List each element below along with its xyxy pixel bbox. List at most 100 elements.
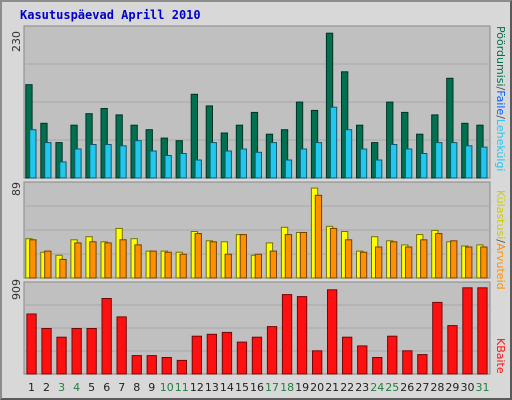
bar-middle-series2-day-24 (375, 246, 383, 279)
legend-bottom: KBaite (494, 338, 507, 374)
bar-middle-series2-day-14 (224, 253, 232, 279)
bar-top-series1-day-25 (386, 101, 394, 179)
bar-middle-series2-day-11 (179, 253, 187, 279)
bar-top-series2-day-21 (329, 106, 338, 179)
bar-middle-series2-day-9 (149, 250, 157, 279)
x-axis-labels: 1 2 3 4 5 6 7 8 9 10 11 12 13 14 15 16 17 18 19 20 21 22 23 24 2… (28, 381, 490, 394)
bar-top-series2-day-28 (435, 142, 443, 179)
bar-middle-series2-day-28 (435, 233, 443, 279)
bar-bottom-series1-day-3 (56, 336, 67, 375)
bar-bottom-series1-day-1 (26, 313, 37, 375)
day-label: 9 (148, 381, 155, 394)
day-label: 2 (43, 381, 50, 394)
legend-visits: Kül (494, 190, 507, 207)
bar-bottom-series1-day-26 (402, 350, 413, 375)
bar-top-series2-day-1 (29, 129, 37, 179)
bar-middle-series2-day-23 (359, 251, 368, 279)
bar-bottom-series1-day-13 (206, 333, 217, 375)
bar-middle-series2-day-12 (194, 233, 202, 279)
bar-middle-series2-day-7 (119, 239, 127, 279)
bar-middle-series2-day-17 (269, 250, 278, 279)
bar-bottom-series1-day-8 (131, 355, 142, 375)
day-label: 18 (280, 381, 294, 394)
day-label: 28 (430, 381, 444, 394)
day-label: 22 (340, 381, 354, 394)
bar-top-series2-day-23 (359, 148, 368, 179)
bar-middle-series2-day-3 (59, 258, 67, 279)
bar-top-series2-day-29 (450, 142, 458, 179)
bar-bottom-series1-day-7 (116, 316, 127, 375)
bar-top-series1-day-6 (100, 108, 108, 179)
bar-top-series2-day-31 (480, 146, 488, 179)
bar-bottom-series1-day-5 (86, 328, 97, 375)
bar-top-series1-day-13 (205, 105, 213, 179)
bar-top-series2-day-24 (375, 159, 383, 179)
bar-top-series2-day-17 (269, 142, 278, 179)
day-label: 14 (220, 381, 234, 394)
bar-top-series2-day-11 (179, 153, 187, 179)
bar-top-series1-day-21 (325, 32, 334, 179)
bar-top-series1-day-3 (55, 142, 63, 179)
bar-middle-series2-day-31 (480, 246, 488, 279)
bar-top-series2-day-9 (149, 150, 157, 179)
bar-bottom-series1-day-19 (296, 296, 308, 375)
day-label: 7 (118, 381, 125, 394)
legend-visits-suffix: astusi (494, 206, 507, 240)
day-label: 24 (370, 381, 384, 394)
legend-pages: Lehekülgi (494, 118, 507, 172)
day-label: 20 (310, 381, 324, 394)
bar-bottom-series1-day-31 (477, 287, 488, 375)
bar-top-series2-day-10 (164, 155, 172, 179)
bar-middle-series2-day-6 (104, 242, 112, 279)
day-label: 19 (295, 381, 309, 394)
bar-bottom-series1-day-10 (161, 357, 172, 375)
bar-middle-series2-day-13 (209, 241, 217, 279)
chart-panel-bottom (23, 281, 491, 375)
day-label: 26 (400, 381, 414, 394)
day-label: 8 (133, 381, 140, 394)
day-label: 29 (445, 381, 459, 394)
legend-kbytes: KBaite (494, 338, 507, 374)
bar-top-series2-day-4 (74, 148, 82, 179)
bar-top-series1-day-26 (401, 111, 409, 179)
bar-middle-series2-day-19 (299, 232, 308, 279)
bar-middle-series2-day-30 (465, 246, 473, 279)
day-label: 15 (235, 381, 249, 394)
bar-top-series2-day-15 (239, 148, 247, 179)
bar-top-series2-day-19 (299, 148, 308, 179)
day-label: 27 (415, 381, 429, 394)
bar-bottom-series1-day-12 (191, 335, 202, 375)
bar-top-series1-day-16 (250, 111, 259, 179)
bar-bottom-series1-day-2 (41, 328, 52, 375)
bar-bottom-series1-day-17 (266, 326, 278, 375)
bar-middle-series2-day-29 (450, 240, 458, 279)
bar-middle-series2-day-10 (164, 251, 172, 279)
bar-top-series2-day-26 (405, 148, 413, 179)
bar-middle-series2-day-26 (405, 246, 413, 279)
bar-bottom-series1-day-16 (251, 336, 263, 375)
bar-top-series2-day-8 (134, 140, 142, 179)
bar-top-series1-day-22 (341, 71, 349, 179)
chart-panel-middle (23, 181, 491, 279)
bar-bottom-series1-day-9 (146, 355, 157, 375)
day-label: 11 (175, 381, 189, 394)
bar-middle-series2-day-8 (134, 244, 142, 279)
bar-top-series2-day-14 (224, 150, 232, 179)
bar-middle-series2-day-4 (74, 242, 82, 279)
bar-bottom-series1-day-25 (387, 335, 398, 375)
bar-middle-series2-day-27 (420, 239, 428, 279)
bar-bottom-series1-day-20 (312, 350, 323, 375)
legend-sites: Arvuteid (494, 242, 507, 290)
bar-top-series2-day-5 (89, 144, 97, 179)
day-label: 4 (73, 381, 80, 394)
bar-bottom-series1-day-6 (101, 298, 112, 375)
bar-bottom-series1-day-29 (447, 325, 458, 375)
bar-bottom-series1-day-30 (462, 287, 473, 375)
bar-top-series2-day-13 (209, 142, 217, 179)
legend-top: Pöördumisi/Faile/Lehekülgi (494, 26, 507, 171)
bar-middle-series2-day-20 (314, 194, 323, 279)
day-label: 16 (250, 381, 264, 394)
day-label: 30 (461, 381, 475, 394)
